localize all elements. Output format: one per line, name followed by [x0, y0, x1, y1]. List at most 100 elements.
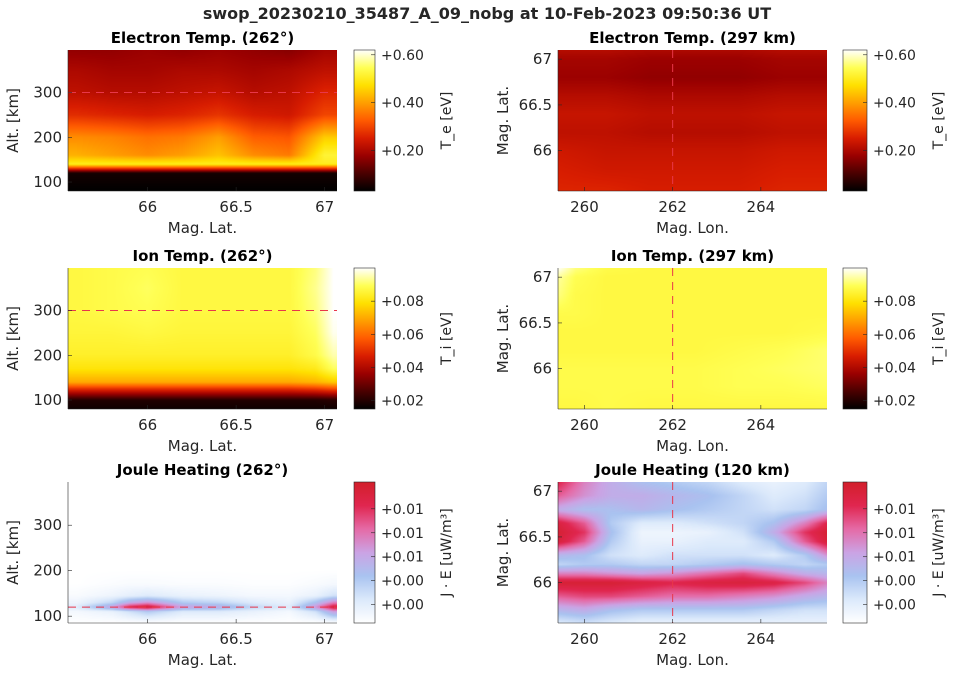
colorbar-tick-label: +0.02	[873, 394, 916, 410]
x-tick-label: 66.5	[219, 198, 252, 216]
y-axis-label: Mag. Lat.	[494, 518, 512, 587]
colorbar-scale	[842, 49, 868, 192]
heatmap-ti-map	[558, 268, 827, 409]
y-tick-label: 300	[33, 302, 62, 320]
y-tick-label: 300	[33, 516, 62, 534]
colorbar-tick-label: +0.08	[381, 294, 424, 310]
y-axis-label: Mag. Lat.	[494, 304, 512, 373]
colorbar-tick-label: +0.60	[873, 48, 916, 64]
panels: 66 66.5 67 100 200 300 Electron Temp. (262°) Ma…	[4, 29, 947, 669]
x-tick-label: 66.5	[219, 630, 252, 648]
y-tick-label: 67	[533, 482, 552, 500]
colorbar-tick-label: +0.00	[873, 574, 916, 590]
x-tick-label: 262	[658, 198, 687, 216]
x-axis-label: Mag. Lon.	[656, 651, 729, 669]
colorbar-tick-label: +0.01	[873, 502, 916, 518]
y-axis-label: Mag. Lat.	[494, 86, 512, 155]
y-tick-label: 67	[533, 50, 552, 68]
y-tick-label: 66.5	[519, 528, 552, 546]
colorbar: +0.00 +0.00 +0.01 +0.01 +0.01 J · E [uW/m³]	[353, 481, 455, 624]
y-axis-label: Alt. [km]	[4, 88, 22, 153]
colorbar-tick-label: +0.20	[873, 143, 916, 159]
colorbar-tick-label: +0.00	[873, 598, 916, 614]
x-tick-label: 262	[658, 416, 687, 434]
colorbar-tick-label: +0.08	[873, 294, 916, 310]
x-tick-label: 264	[747, 198, 776, 216]
y-axis-label: Alt. [km]	[4, 306, 22, 371]
colorbar-tick-label: +0.01	[873, 550, 916, 566]
colorbar-tick-label: +0.00	[381, 574, 424, 590]
x-tick-label: 264	[747, 630, 776, 648]
heatmap-jh-alt	[68, 482, 337, 623]
y-tick-label: 66	[533, 574, 552, 592]
colorbar-tick-label: +0.01	[381, 526, 424, 542]
colorbar: +0.02 +0.04 +0.06 +0.08 T_i [eV]	[842, 267, 947, 410]
colorbar-label: T_i [eV]	[439, 312, 455, 366]
colorbar-label: J · E [uW/m³]	[439, 508, 455, 597]
heatmap-te-alt	[68, 50, 337, 191]
x-tick-label: 260	[570, 416, 599, 434]
colorbar-tick-label: +0.60	[381, 48, 424, 64]
colorbar-tick-label: +0.01	[381, 502, 424, 518]
x-axis-label: Mag. Lon.	[656, 437, 729, 455]
y-tick-label: 100	[33, 391, 62, 409]
y-tick-label: 100	[33, 173, 62, 191]
heatmap-jh-map	[558, 482, 827, 623]
y-tick-label: 200	[33, 562, 62, 580]
colorbar: +0.20 +0.40 +0.60 T_e [eV]	[353, 48, 455, 192]
colorbar-tick-label: +0.04	[873, 361, 916, 377]
colorbar-scale	[842, 267, 868, 410]
chart-ti-map: 260 262 264 66 66.5 67 Ion Temp. (297 km) Mag. …	[494, 247, 947, 455]
colorbar-label: T_e [eV]	[931, 92, 947, 151]
chart-te-alt: 66 66.5 67 100 200 300 Electron Temp. (262°) Ma…	[4, 29, 455, 237]
y-tick-label: 200	[33, 346, 62, 364]
colorbar-scale	[353, 481, 376, 624]
colorbar: +0.02 +0.04 +0.06 +0.08 T_i [eV]	[353, 267, 455, 410]
chart-title: Electron Temp. (297 km)	[589, 29, 796, 47]
x-axis-label: Mag. Lat.	[168, 219, 237, 237]
colorbar-tick-label: +0.06	[873, 327, 916, 343]
chart-title: Electron Temp. (262°)	[111, 29, 294, 47]
colorbar-tick-label: +0.02	[381, 394, 424, 410]
x-tick-label: 260	[570, 198, 599, 216]
x-tick-label: 66	[138, 416, 157, 434]
colorbar-tick-label: +0.40	[873, 96, 916, 112]
colorbar-label: J · E [uW/m³]	[931, 508, 947, 597]
chart-ti-alt: 66 66.5 67 100 200 300 Ion Temp. (262°) Mag. La…	[4, 247, 455, 455]
x-tick-label: 67	[315, 416, 334, 434]
x-tick-label: 262	[658, 630, 687, 648]
chart-te-map: 260 262 264 66 66.5 67 Electron Temp. (297 km)…	[494, 29, 947, 237]
colorbar-tick-label: +0.01	[381, 550, 424, 566]
y-tick-label: 67	[533, 268, 552, 286]
chart-jh-alt: 66 66.5 67 100 200 300 Joule Heating (262°) Mag…	[4, 461, 455, 669]
y-tick-label: 66.5	[519, 314, 552, 332]
x-tick-label: 260	[570, 630, 599, 648]
x-axis-label: Mag. Lon.	[656, 219, 729, 237]
chart-title: Joule Heating (120 km)	[594, 461, 790, 479]
colorbar-tick-label: +0.20	[381, 143, 424, 159]
x-axis-label: Mag. Lat.	[168, 651, 237, 669]
colorbar-scale	[353, 267, 376, 410]
chart-jh-map: 260 262 264 66 66.5 67 Joule Heating (120 km) M…	[494, 461, 947, 669]
chart-title: Ion Temp. (262°)	[132, 247, 272, 265]
y-tick-label: 300	[33, 84, 62, 102]
x-axis-label: Mag. Lat.	[168, 437, 237, 455]
figure-title: swop_20230210_35487_A_09_nobg at 10-Feb-…	[203, 4, 771, 23]
colorbar: +0.00 +0.00 +0.01 +0.01 +0.01 J · E [uW/m³]	[842, 481, 947, 624]
y-tick-label: 100	[33, 607, 62, 625]
x-tick-label: 66	[138, 198, 157, 216]
y-tick-label: 200	[33, 128, 62, 146]
heatmap-te-map	[558, 50, 827, 191]
y-tick-label: 66.5	[519, 96, 552, 114]
y-axis-label: Alt. [km]	[4, 520, 22, 585]
y-tick-label: 66	[533, 142, 552, 160]
colorbar-tick-label: +0.01	[873, 526, 916, 542]
x-tick-label: 67	[315, 630, 334, 648]
colorbar-tick-label: +0.40	[381, 96, 424, 112]
colorbar: +0.20 +0.40 +0.60 T_e [eV]	[842, 48, 947, 192]
x-tick-label: 66.5	[219, 416, 252, 434]
chart-title: Ion Temp. (297 km)	[611, 247, 774, 265]
colorbar-label: T_e [eV]	[439, 92, 455, 151]
chart-title: Joule Heating (262°)	[116, 461, 288, 479]
